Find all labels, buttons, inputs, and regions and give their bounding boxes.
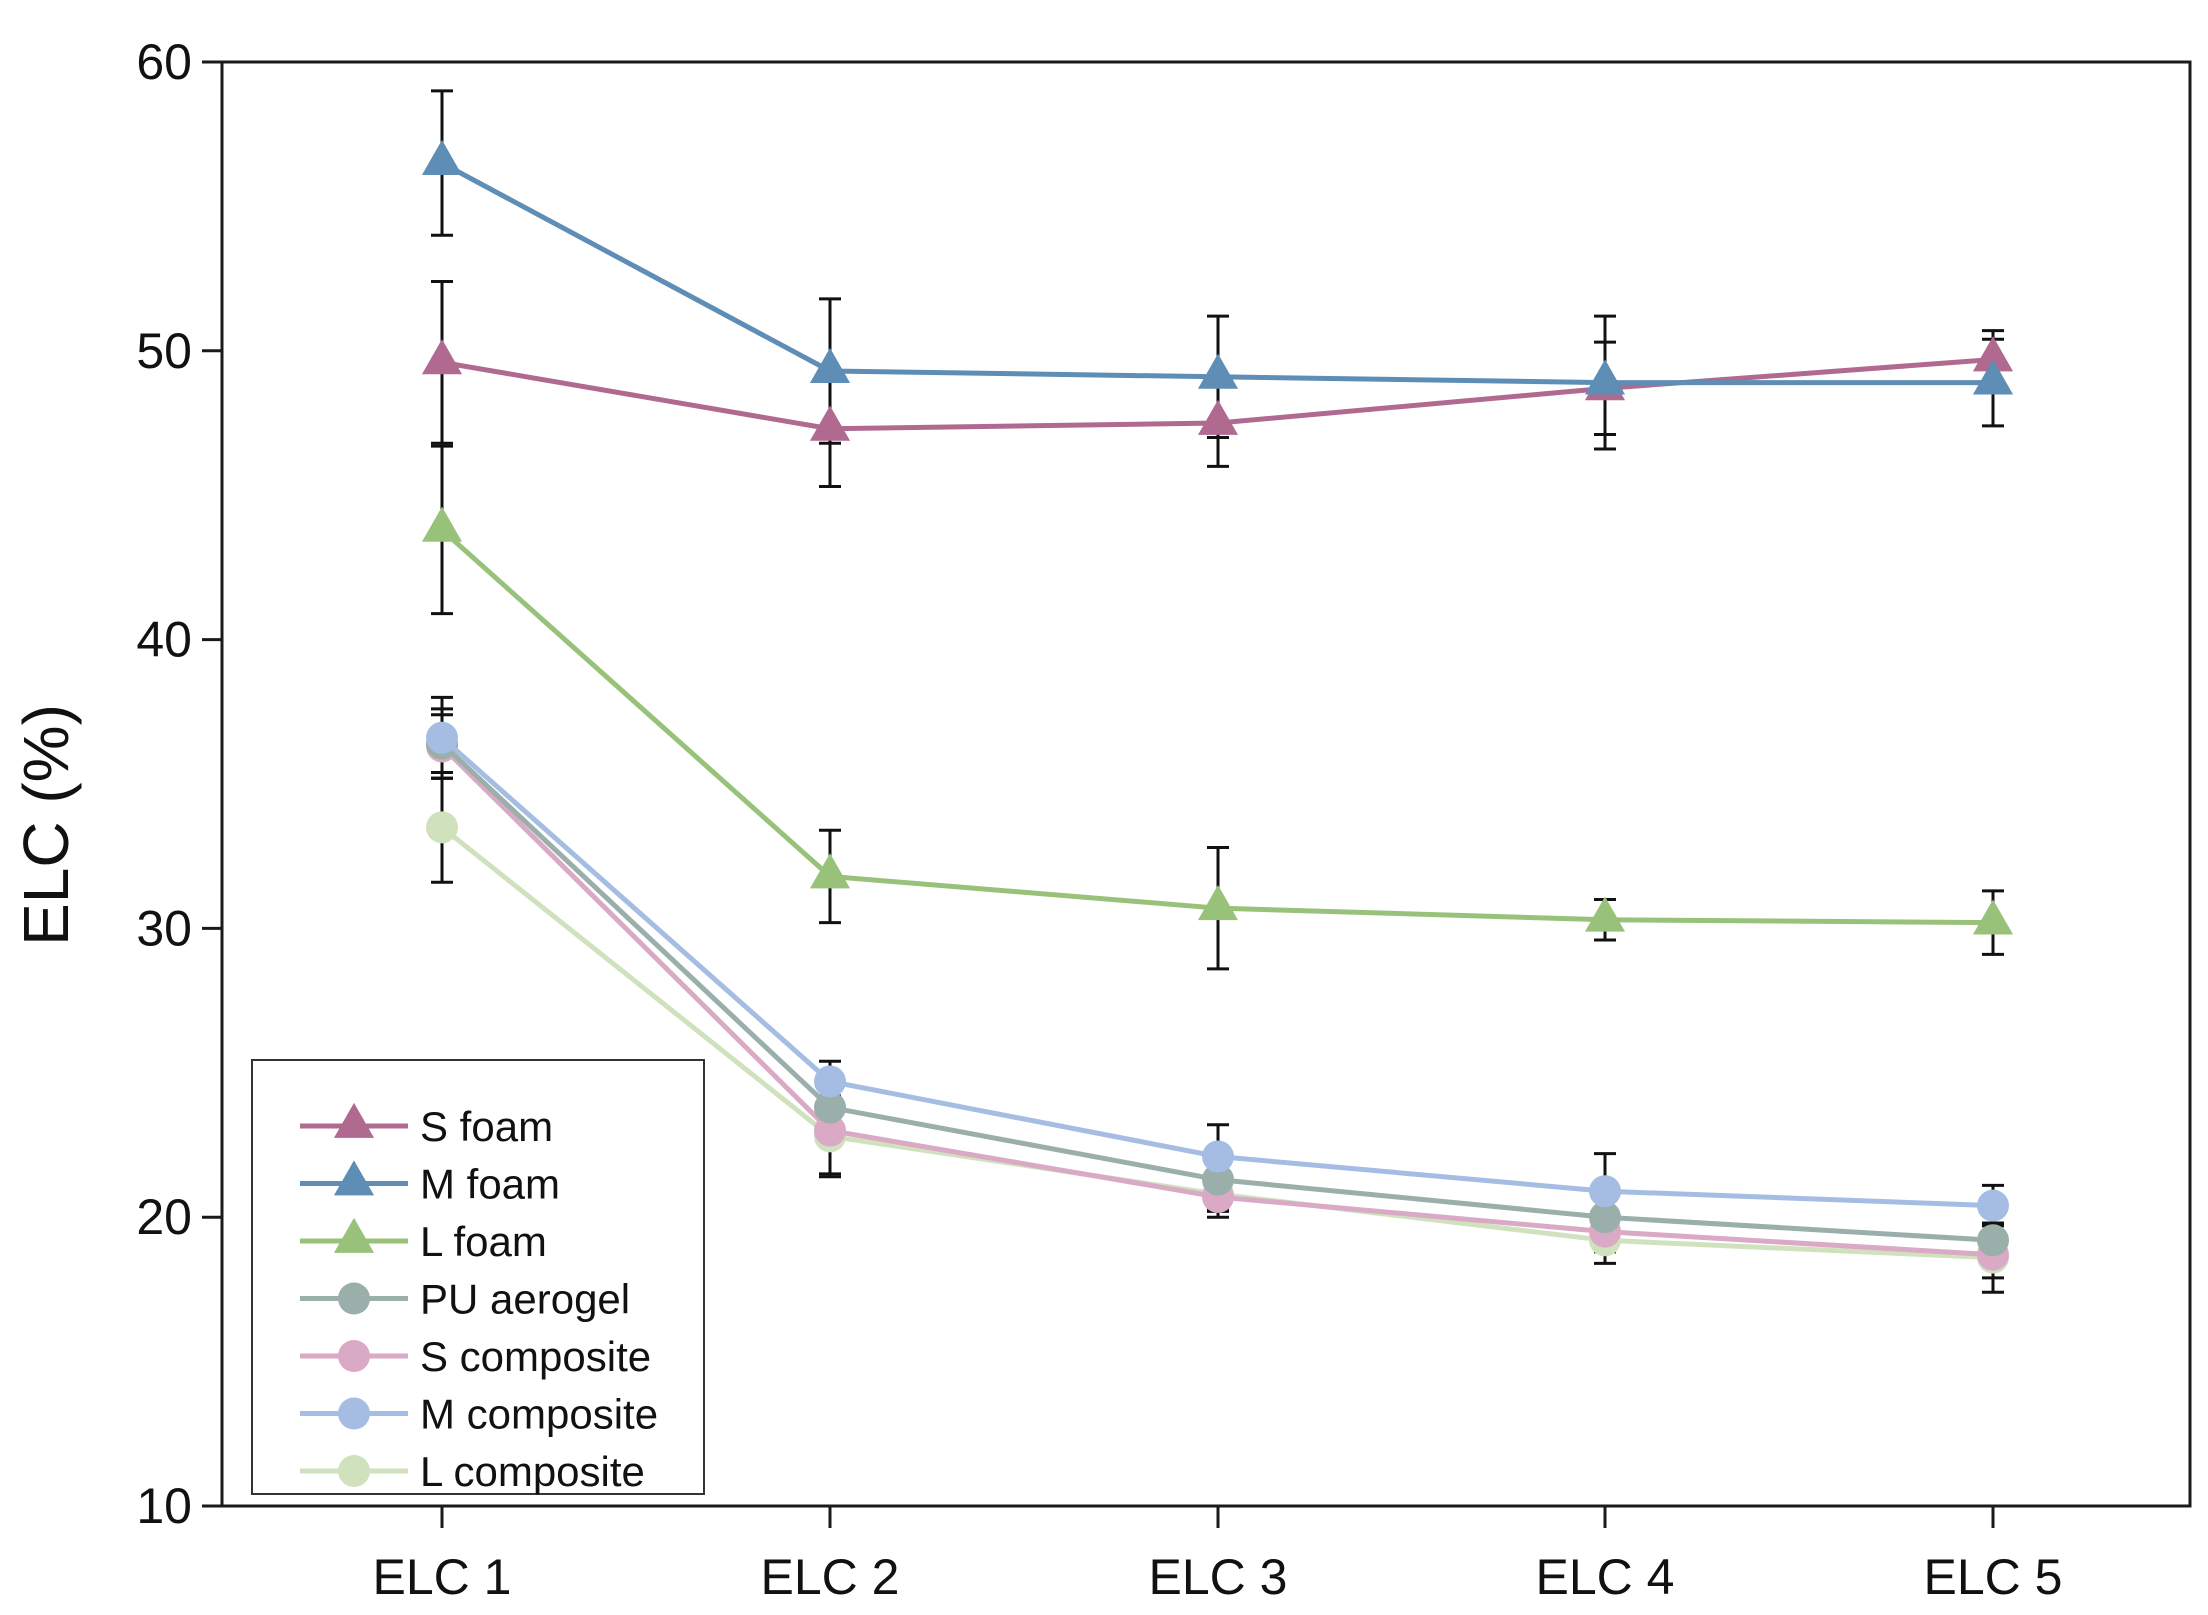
data-point [1589,1201,1621,1234]
legend-item: S foam [300,1102,553,1150]
legend-items: S foam M foam L foam PU aerogel S composite M… [300,1102,658,1495]
y-axis: 10 20 30 40 50 60 [136,34,222,1534]
plot-area-frame [220,60,2192,1508]
series-layer [421,139,2014,1274]
data-point [1584,896,1626,932]
data-point [421,339,463,375]
data-point [1972,359,2014,395]
legend-item: L foam [300,1217,547,1265]
legend: S foam M foam L foam PU aerogel S composite M… [251,1059,705,1495]
data-point [1197,399,1239,435]
data-point [814,1091,846,1124]
legend-item: S composite [300,1333,651,1380]
circle-marker-icon [338,1340,370,1372]
data-point [814,1065,846,1098]
legend-item: L composite [300,1448,645,1495]
data-point [1977,1224,2009,1257]
legend-label: L foam [420,1218,547,1265]
series-m-composite [426,721,2009,1222]
data-point [1972,899,2014,935]
legend-item: PU aerogel [300,1276,630,1323]
x-tick-label: ELC 2 [761,1549,900,1605]
y-tick-label: 20 [136,1189,192,1245]
y-tick-label: 10 [136,1478,192,1534]
y-axis-title: ELC (%) [10,704,82,946]
x-axis: ELC 1 ELC 2 ELC 3 ELC 4 ELC 5 [373,1506,2063,1605]
legend-item: M composite [300,1391,658,1438]
legend-label: M foam [420,1161,560,1208]
y-tick-label: 60 [136,34,192,90]
circle-marker-icon [338,1282,370,1315]
data-point [1977,1189,2009,1222]
data-point [1584,359,1626,395]
series-l-foam [421,506,2014,935]
series-m-foam [421,139,2014,395]
triangle-marker-icon [333,1160,375,1196]
circle-marker-icon [338,1397,370,1430]
x-tick-label: ELC 3 [1149,1549,1288,1605]
circle-marker-icon [338,1455,370,1487]
data-point [1589,1175,1621,1208]
data-point [809,853,851,889]
legend-label: L composite [420,1448,645,1495]
data-point [1202,1163,1234,1196]
data-point [421,506,463,542]
y-tick-label: 30 [136,900,192,956]
data-point [421,139,463,176]
legend-label: S composite [420,1333,651,1380]
data-point [426,721,458,754]
triangle-marker-icon [333,1102,375,1138]
data-point [809,347,851,383]
legend-label: PU aerogel [420,1276,630,1323]
legend-label: M composite [420,1391,658,1438]
y-tick-label: 40 [136,612,192,668]
data-point [814,1114,846,1147]
triangle-marker-icon [333,1217,375,1253]
data-point [1197,353,1239,389]
x-tick-label: ELC 1 [373,1549,512,1605]
data-point [426,811,458,844]
legend-item: M foam [300,1160,560,1208]
data-point [1197,885,1239,921]
y-tick-label: 50 [136,323,192,379]
data-point [809,405,851,441]
data-point [1202,1140,1234,1173]
legend-label: S foam [420,1103,553,1150]
legend-box [251,1059,705,1495]
x-tick-label: ELC 4 [1536,1549,1675,1605]
x-tick-label: ELC 5 [1924,1549,2063,1605]
